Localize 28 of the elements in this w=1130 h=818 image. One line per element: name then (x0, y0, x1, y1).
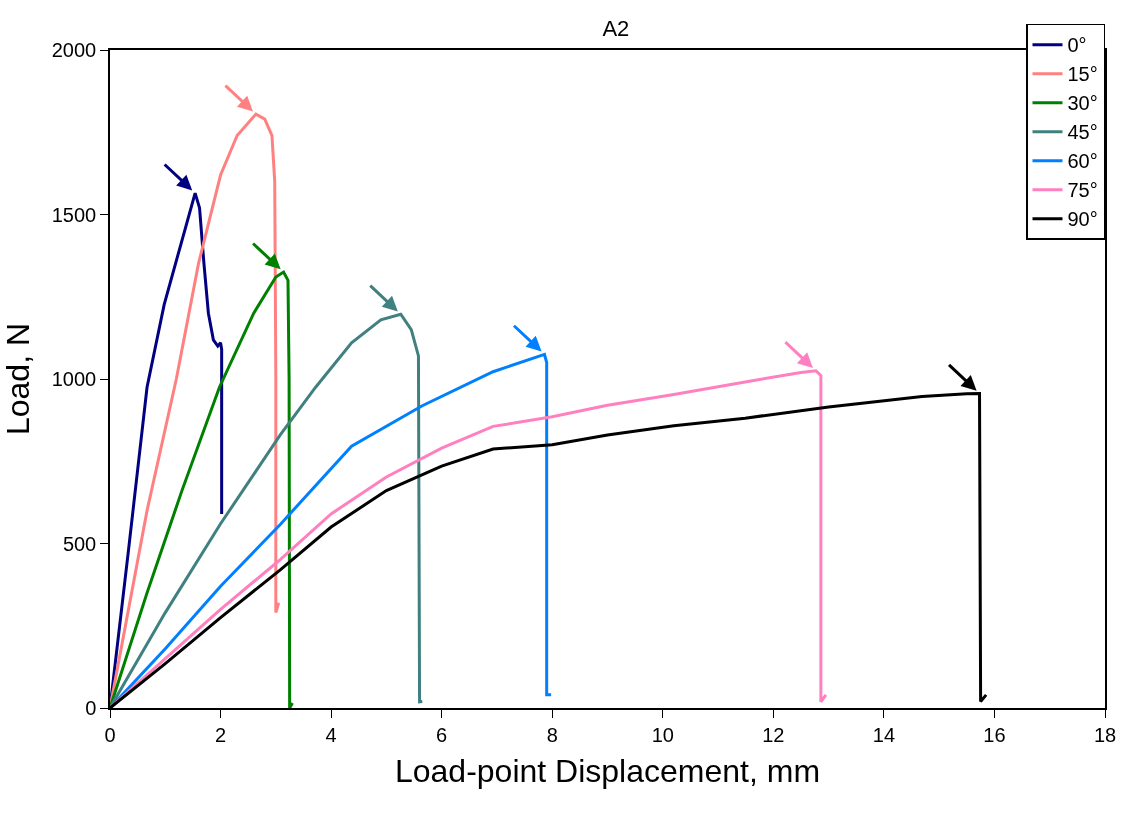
y-tick-label: 2000 (51, 39, 97, 61)
legend-label: 90° (1067, 208, 1098, 231)
x-axis-title: Load-point Displacement, mm (394, 753, 821, 790)
chart-title: A2 (602, 15, 630, 41)
line-series (110, 352, 553, 708)
line-series (110, 312, 424, 708)
y-tick-label: 1500 (51, 203, 97, 226)
x-tick-label: 12 (762, 723, 785, 746)
legend-label: 60° (1067, 150, 1098, 173)
legend-label: 0° (1067, 34, 1087, 57)
y-tick-label: 1000 (51, 368, 97, 390)
legend-label: 30° (1067, 92, 1098, 115)
y-tick-label: 0 (85, 697, 97, 719)
x-tick-label: 8 (546, 723, 558, 746)
x-tick-label: 14 (872, 723, 896, 746)
x-tick-label: 18 (1093, 723, 1117, 746)
x-tick-label: 2 (215, 723, 227, 746)
y-tick-label: 500 (62, 532, 97, 555)
x-tick-label: 16 (983, 723, 1006, 746)
legend-label: 15° (1067, 63, 1098, 86)
x-tick-label: 0 (104, 723, 116, 746)
x-tick-label: 4 (325, 723, 337, 746)
legend-label: 75° (1067, 179, 1098, 202)
legend-label: 45° (1067, 121, 1098, 144)
y-axis-title: Load, N (0, 322, 36, 436)
line-series (110, 270, 294, 708)
x-tick-label: 10 (651, 723, 674, 746)
x-tick-label: 6 (436, 723, 448, 746)
